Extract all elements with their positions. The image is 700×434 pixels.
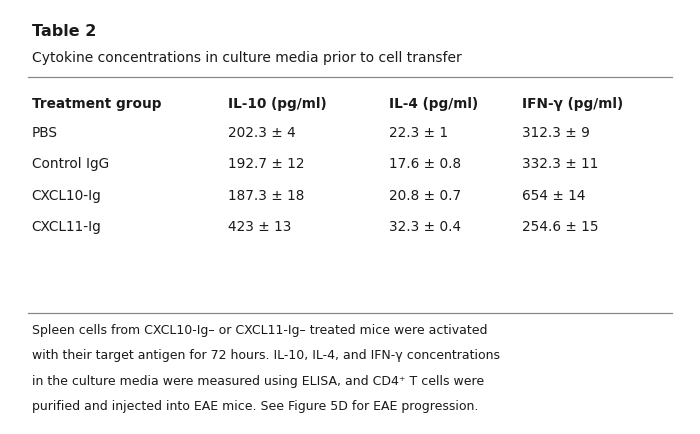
Text: 254.6 ± 15: 254.6 ± 15 (522, 220, 598, 233)
Text: 17.6 ± 0.8: 17.6 ± 0.8 (389, 157, 461, 171)
Text: PBS: PBS (32, 126, 57, 140)
Text: CXCL10-Ig: CXCL10-Ig (32, 188, 102, 202)
Text: 20.8 ± 0.7: 20.8 ± 0.7 (389, 188, 461, 202)
Text: Table 2: Table 2 (32, 24, 96, 39)
Text: 187.3 ± 18: 187.3 ± 18 (228, 188, 304, 202)
Text: 312.3 ± 9: 312.3 ± 9 (522, 126, 589, 140)
Text: 192.7 ± 12: 192.7 ± 12 (228, 157, 304, 171)
Text: purified and injected into EAE mice. See Figure 5D for EAE progression.: purified and injected into EAE mice. See… (32, 399, 478, 412)
Text: 332.3 ± 11: 332.3 ± 11 (522, 157, 598, 171)
Text: Cytokine concentrations in culture media prior to cell transfer: Cytokine concentrations in culture media… (32, 51, 461, 65)
Text: CXCL11-Ig: CXCL11-Ig (32, 220, 102, 233)
Text: IL-10 (pg/ml): IL-10 (pg/ml) (228, 96, 326, 110)
Text: in the culture media were measured using ELISA, and CD4⁺ T cells were: in the culture media were measured using… (32, 374, 484, 387)
Text: IFN-γ (pg/ml): IFN-γ (pg/ml) (522, 96, 622, 110)
Text: 32.3 ± 0.4: 32.3 ± 0.4 (389, 220, 461, 233)
Text: Spleen cells from CXCL10-Ig– or CXCL11-Ig– treated mice were activated: Spleen cells from CXCL10-Ig– or CXCL11-I… (32, 323, 487, 336)
Text: 423 ± 13: 423 ± 13 (228, 220, 291, 233)
Text: Treatment group: Treatment group (32, 96, 161, 110)
Text: 202.3 ± 4: 202.3 ± 4 (228, 126, 295, 140)
Text: Control IgG: Control IgG (32, 157, 108, 171)
Text: 654 ± 14: 654 ± 14 (522, 188, 585, 202)
Text: with their target antigen for 72 hours. IL-10, IL-4, and IFN-γ concentrations: with their target antigen for 72 hours. … (32, 349, 500, 362)
Text: 22.3 ± 1: 22.3 ± 1 (389, 126, 447, 140)
Text: IL-4 (pg/ml): IL-4 (pg/ml) (389, 96, 477, 110)
